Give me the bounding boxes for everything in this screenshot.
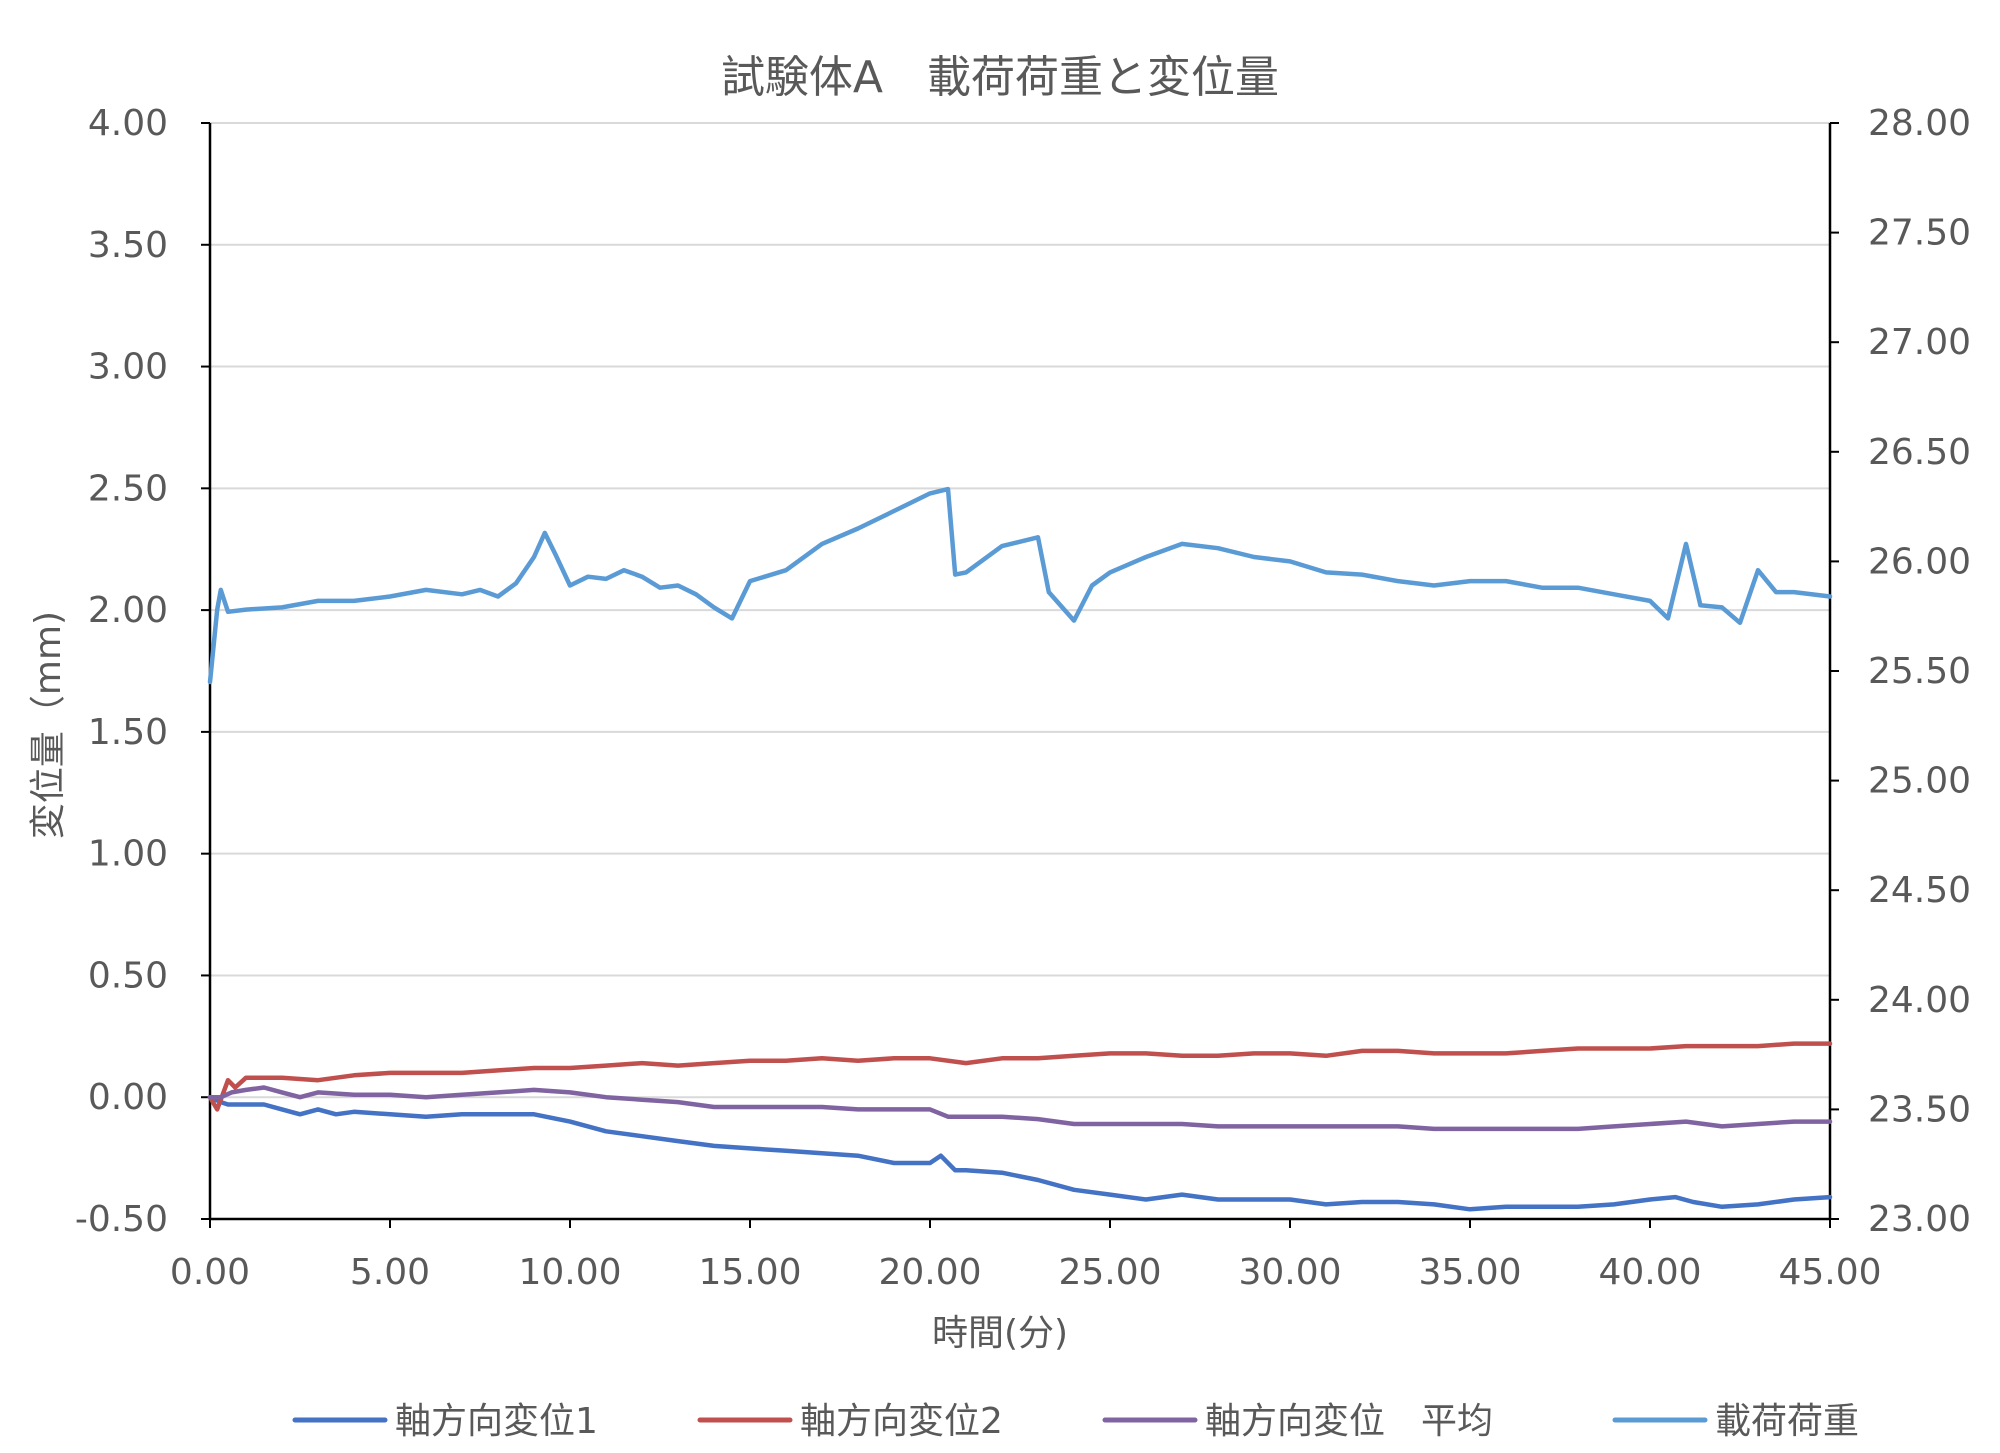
x-axis-title: 時間(分) xyxy=(932,1313,1068,1354)
legend-entry: 軸方向変位 平均 xyxy=(1102,1401,1493,1442)
x-tick-label: 35.00 xyxy=(1418,1252,1521,1293)
x-tick-label: 5.00 xyxy=(350,1252,430,1293)
y2-tick-label: 24.50 xyxy=(1868,870,1971,911)
y2-tick-label: 25.00 xyxy=(1868,761,1971,802)
y2-tick-label: 26.50 xyxy=(1868,432,1971,473)
series-line xyxy=(207,1094,1833,1212)
y-tick-label: 0.00 xyxy=(88,1077,168,1118)
series-lines xyxy=(207,486,1833,1212)
x-tick-label: 0.00 xyxy=(170,1252,250,1293)
x-tick-label: 45.00 xyxy=(1778,1252,1881,1293)
y2-tick-label: 28.00 xyxy=(1868,103,1971,144)
y-tick-label: 1.50 xyxy=(88,712,168,753)
legend-label: 軸方向変位1 xyxy=(395,1401,598,1442)
y-tick-label: 2.00 xyxy=(88,590,168,631)
y-axis-title: 変位量（mm) xyxy=(28,611,69,839)
series-line xyxy=(207,1041,1833,1112)
y-tick-label: 4.00 xyxy=(88,103,168,144)
legend-entry: 軸方向変位1 xyxy=(292,1401,598,1442)
x-tick-label: 25.00 xyxy=(1058,1252,1161,1293)
y2-tick-label: 27.00 xyxy=(1868,322,1971,363)
y-tick-label: 3.50 xyxy=(88,225,168,266)
y-tick-label: 3.00 xyxy=(88,347,168,388)
y2-tick-label: 23.00 xyxy=(1868,1199,1971,1240)
legend-label: 載荷荷重 xyxy=(1715,1401,1859,1442)
y-tick-label: 0.50 xyxy=(88,955,168,996)
x-tick-label: 10.00 xyxy=(518,1252,621,1293)
y2-tick-label: 27.50 xyxy=(1868,213,1971,254)
y2-tick-label: 23.50 xyxy=(1868,1089,1971,1130)
legend-label: 軸方向変位2 xyxy=(800,1401,1003,1442)
x-tick-label: 40.00 xyxy=(1598,1252,1701,1293)
x-tick-label: 30.00 xyxy=(1238,1252,1341,1293)
legend: 軸方向変位1 軸方向変位2 軸方向変位 平均 載荷荷重 xyxy=(292,1401,1859,1442)
chart-title: 試験体A 載荷荷重と変位量 xyxy=(721,52,1279,103)
y-tick-label: -0.50 xyxy=(75,1199,168,1240)
axes: -0.500.000.501.001.502.002.503.003.504.0… xyxy=(75,103,1971,1293)
legend-entry: 軸方向変位2 xyxy=(697,1401,1003,1442)
series-line xyxy=(207,486,1833,685)
y2-tick-label: 25.50 xyxy=(1868,651,1971,692)
legend-entry: 載荷荷重 xyxy=(1612,1401,1859,1442)
gridlines xyxy=(210,122,1830,1099)
y2-tick-label: 26.00 xyxy=(1868,541,1971,582)
x-tick-label: 15.00 xyxy=(698,1252,801,1293)
series-line xyxy=(207,1085,1833,1132)
legend-label: 軸方向変位 平均 xyxy=(1205,1401,1493,1442)
x-tick-label: 20.00 xyxy=(878,1252,981,1293)
y2-tick-label: 24.00 xyxy=(1868,980,1971,1021)
y-tick-label: 1.00 xyxy=(88,834,168,875)
y-tick-label: 2.50 xyxy=(88,468,168,509)
